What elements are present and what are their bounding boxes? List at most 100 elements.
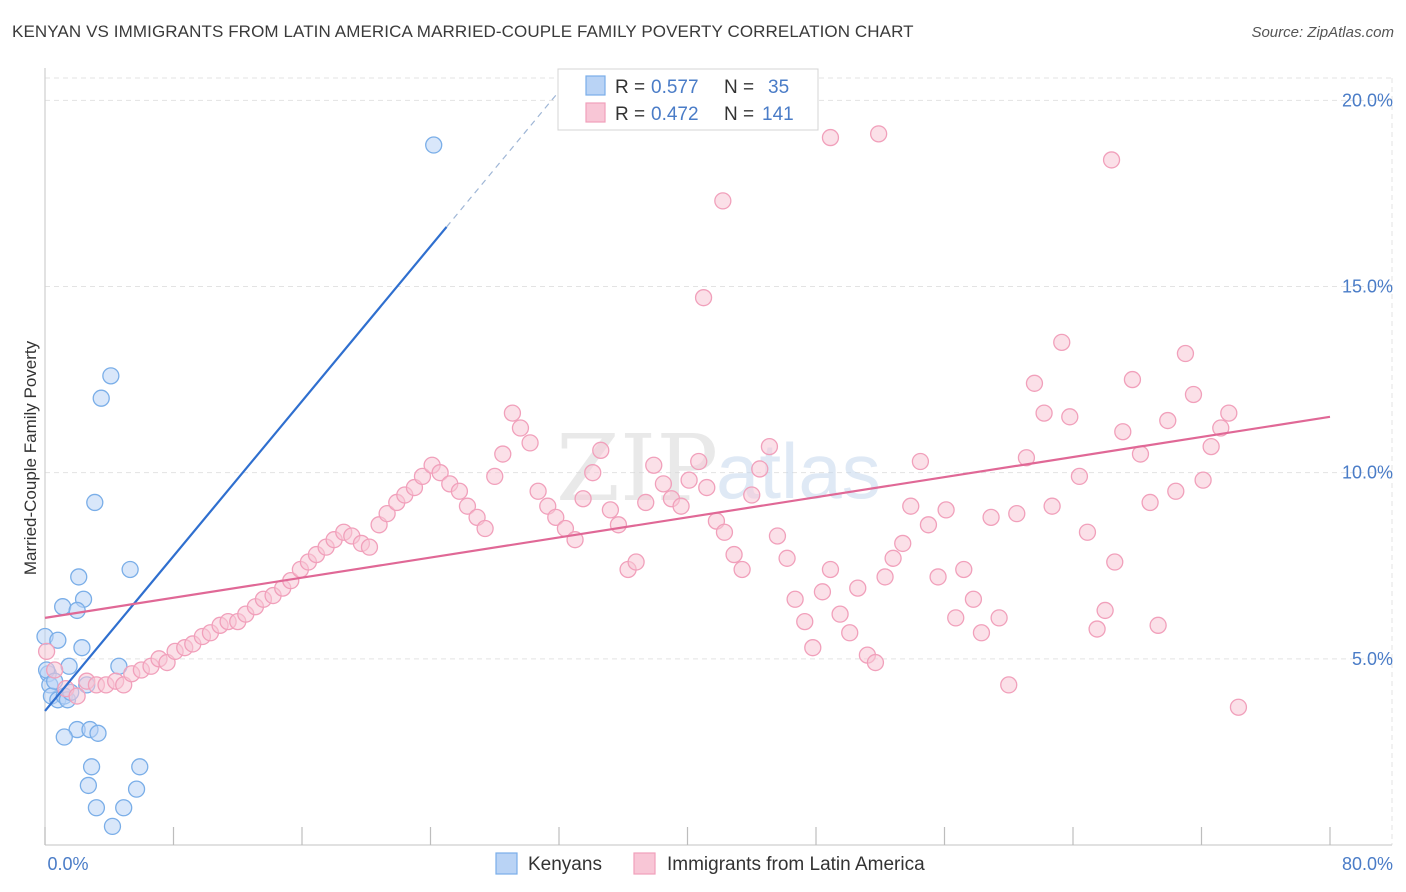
point-latin-america — [698, 478, 716, 497]
point-latin-america — [894, 534, 912, 553]
point-latin-america — [494, 445, 512, 463]
point-latin-america — [990, 609, 1008, 627]
point-kenyans — [425, 136, 443, 154]
axis-layer — [44, 68, 1392, 846]
point-latin-america — [972, 624, 991, 642]
stats-r-value-kenyans: 0.577 — [651, 77, 699, 98]
point-kenyans — [115, 799, 133, 817]
point-latin-america — [431, 464, 449, 482]
point-latin-america — [503, 404, 522, 422]
point-latin-america — [1078, 523, 1097, 541]
point-latin-america — [1176, 344, 1195, 363]
point-latin-america — [1061, 408, 1079, 426]
point-latin-america — [869, 125, 888, 143]
point-latin-america — [476, 519, 494, 538]
point-latin-america — [1202, 437, 1220, 456]
bottom-legend: Kenyans Immigrants from Latin America — [495, 852, 925, 875]
trend-extension-kenyans — [446, 91, 560, 228]
point-latin-america — [413, 467, 432, 486]
point-latin-america — [690, 452, 708, 471]
point-latin-america — [1096, 601, 1114, 620]
point-latin-america — [929, 568, 947, 586]
point-latin-america — [1025, 374, 1044, 392]
y-tick-label: 10.0% — [1342, 463, 1393, 483]
point-latin-america — [1008, 504, 1026, 523]
point-latin-america — [637, 493, 655, 512]
point-latin-america — [751, 460, 769, 478]
point-latin-america — [1229, 698, 1248, 716]
point-latin-america — [584, 464, 602, 482]
point-latin-america — [645, 456, 663, 474]
point-latin-america — [521, 434, 539, 452]
point-latin-america — [884, 549, 902, 567]
stats-legend-swatch-latin-america — [585, 102, 606, 123]
x-tick-label-max: 80.0% — [1342, 854, 1393, 874]
grid-layer — [45, 77, 1393, 845]
stats-legend: R = 0.577 N = 35 R = 0.472 N = 141 — [557, 68, 819, 131]
stats-r-value-latin-america: 0.472 — [651, 104, 699, 125]
point-latin-america — [68, 687, 86, 705]
point-latin-america — [778, 549, 796, 567]
y-tick-label: 15.0% — [1342, 277, 1393, 297]
point-kenyans — [55, 728, 73, 746]
point-latin-america — [768, 527, 787, 545]
legend-label-kenyans: Kenyans — [528, 854, 602, 875]
point-latin-america — [1159, 411, 1177, 430]
point-latin-america — [1070, 467, 1089, 486]
point-latin-america — [1212, 419, 1230, 437]
point-kenyans — [68, 601, 86, 620]
point-latin-america — [937, 501, 955, 519]
point-kenyans — [87, 799, 106, 817]
point-kenyans — [121, 560, 139, 579]
point-latin-america — [876, 568, 894, 586]
point-latin-america — [1088, 620, 1106, 638]
stats-n-value-latin-america: 141 — [762, 104, 794, 125]
point-latin-america — [849, 579, 867, 597]
point-latin-america — [1123, 370, 1142, 389]
point-latin-america — [360, 538, 379, 556]
point-latin-america — [601, 501, 620, 519]
point-kenyans — [86, 493, 104, 512]
point-latin-america — [592, 441, 610, 459]
point-latin-america — [1035, 404, 1053, 422]
chart-title: KENYAN VS IMMIGRANTS FROM LATIN AMERICA … — [12, 22, 914, 41]
point-latin-america — [947, 609, 965, 627]
source-credit: Source: ZipAtlas.com — [1251, 24, 1394, 41]
point-latin-america — [37, 642, 56, 661]
point-latin-america — [733, 560, 751, 579]
y-axis-label: Married-Couple Family Poverty — [21, 340, 40, 575]
point-latin-america — [1053, 333, 1071, 352]
point-latin-america — [714, 192, 732, 210]
trend-line-latin-america — [44, 415, 1331, 619]
points-layer — [36, 125, 1248, 836]
point-latin-america — [1017, 449, 1036, 467]
point-kenyans — [92, 389, 110, 407]
point-latin-america — [1114, 423, 1132, 441]
point-kenyans — [82, 758, 101, 776]
stats-n-value-kenyans: 35 — [768, 77, 789, 98]
point-kenyans — [131, 758, 149, 776]
point-latin-america — [902, 497, 920, 515]
point-latin-america — [821, 128, 840, 147]
point-kenyans — [79, 776, 98, 795]
point-latin-america — [609, 516, 628, 534]
point-latin-america — [672, 497, 690, 515]
point-kenyans — [70, 568, 88, 586]
point-latin-america — [743, 486, 761, 504]
point-latin-america — [760, 437, 779, 456]
point-kenyans — [127, 780, 146, 798]
stats-r-label-kenyans: R = — [615, 77, 645, 98]
point-latin-america — [796, 612, 814, 631]
point-kenyans — [60, 657, 78, 675]
point-latin-america — [694, 289, 713, 307]
point-latin-america — [680, 471, 698, 489]
stats-n-label-kenyans: N = — [724, 77, 754, 98]
point-latin-america — [1220, 404, 1238, 422]
point-latin-america — [964, 590, 983, 608]
point-latin-america — [378, 504, 396, 523]
point-latin-america — [1106, 553, 1124, 571]
point-latin-america — [715, 523, 734, 541]
point-latin-america — [529, 482, 547, 500]
point-latin-america — [919, 516, 938, 534]
